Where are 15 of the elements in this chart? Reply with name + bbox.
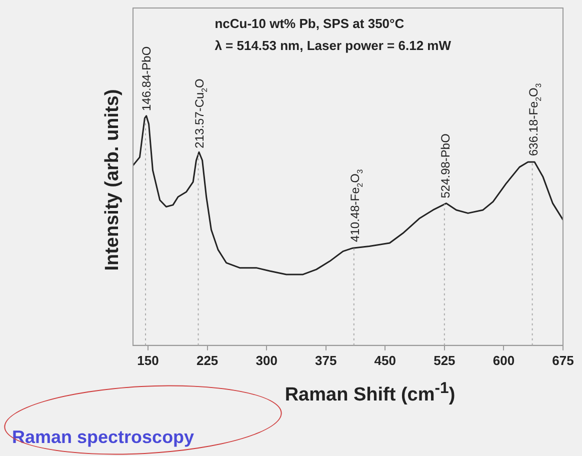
- x-tick-label: 525: [434, 352, 456, 368]
- x-tick-label: 300: [256, 352, 278, 368]
- x-axis-title: Raman Shift (cm$^{-1}$): [284, 380, 456, 406]
- ref-line-label: 524.98-PbO: [438, 134, 452, 198]
- y-axis-title: Intensity (arb. units): [102, 89, 124, 271]
- x-tick-label: 150: [137, 352, 159, 368]
- chart-title: ncCu-10 wt% Pb, SPS at 350°C: [214, 16, 405, 31]
- ref-line-label: 146.84-PbO: [140, 46, 154, 112]
- x-tick-label: 225: [196, 352, 218, 368]
- chart-subtitle: λ = 514.53 nm, Laser power = 6.12 mW: [214, 38, 452, 53]
- x-tick-label: 375: [315, 352, 337, 368]
- x-tick-label: 675: [552, 352, 574, 368]
- x-tick-label: 600: [492, 352, 515, 368]
- text: Raman spectroscopy: [12, 427, 194, 448]
- x-tick-label: 450: [374, 352, 396, 368]
